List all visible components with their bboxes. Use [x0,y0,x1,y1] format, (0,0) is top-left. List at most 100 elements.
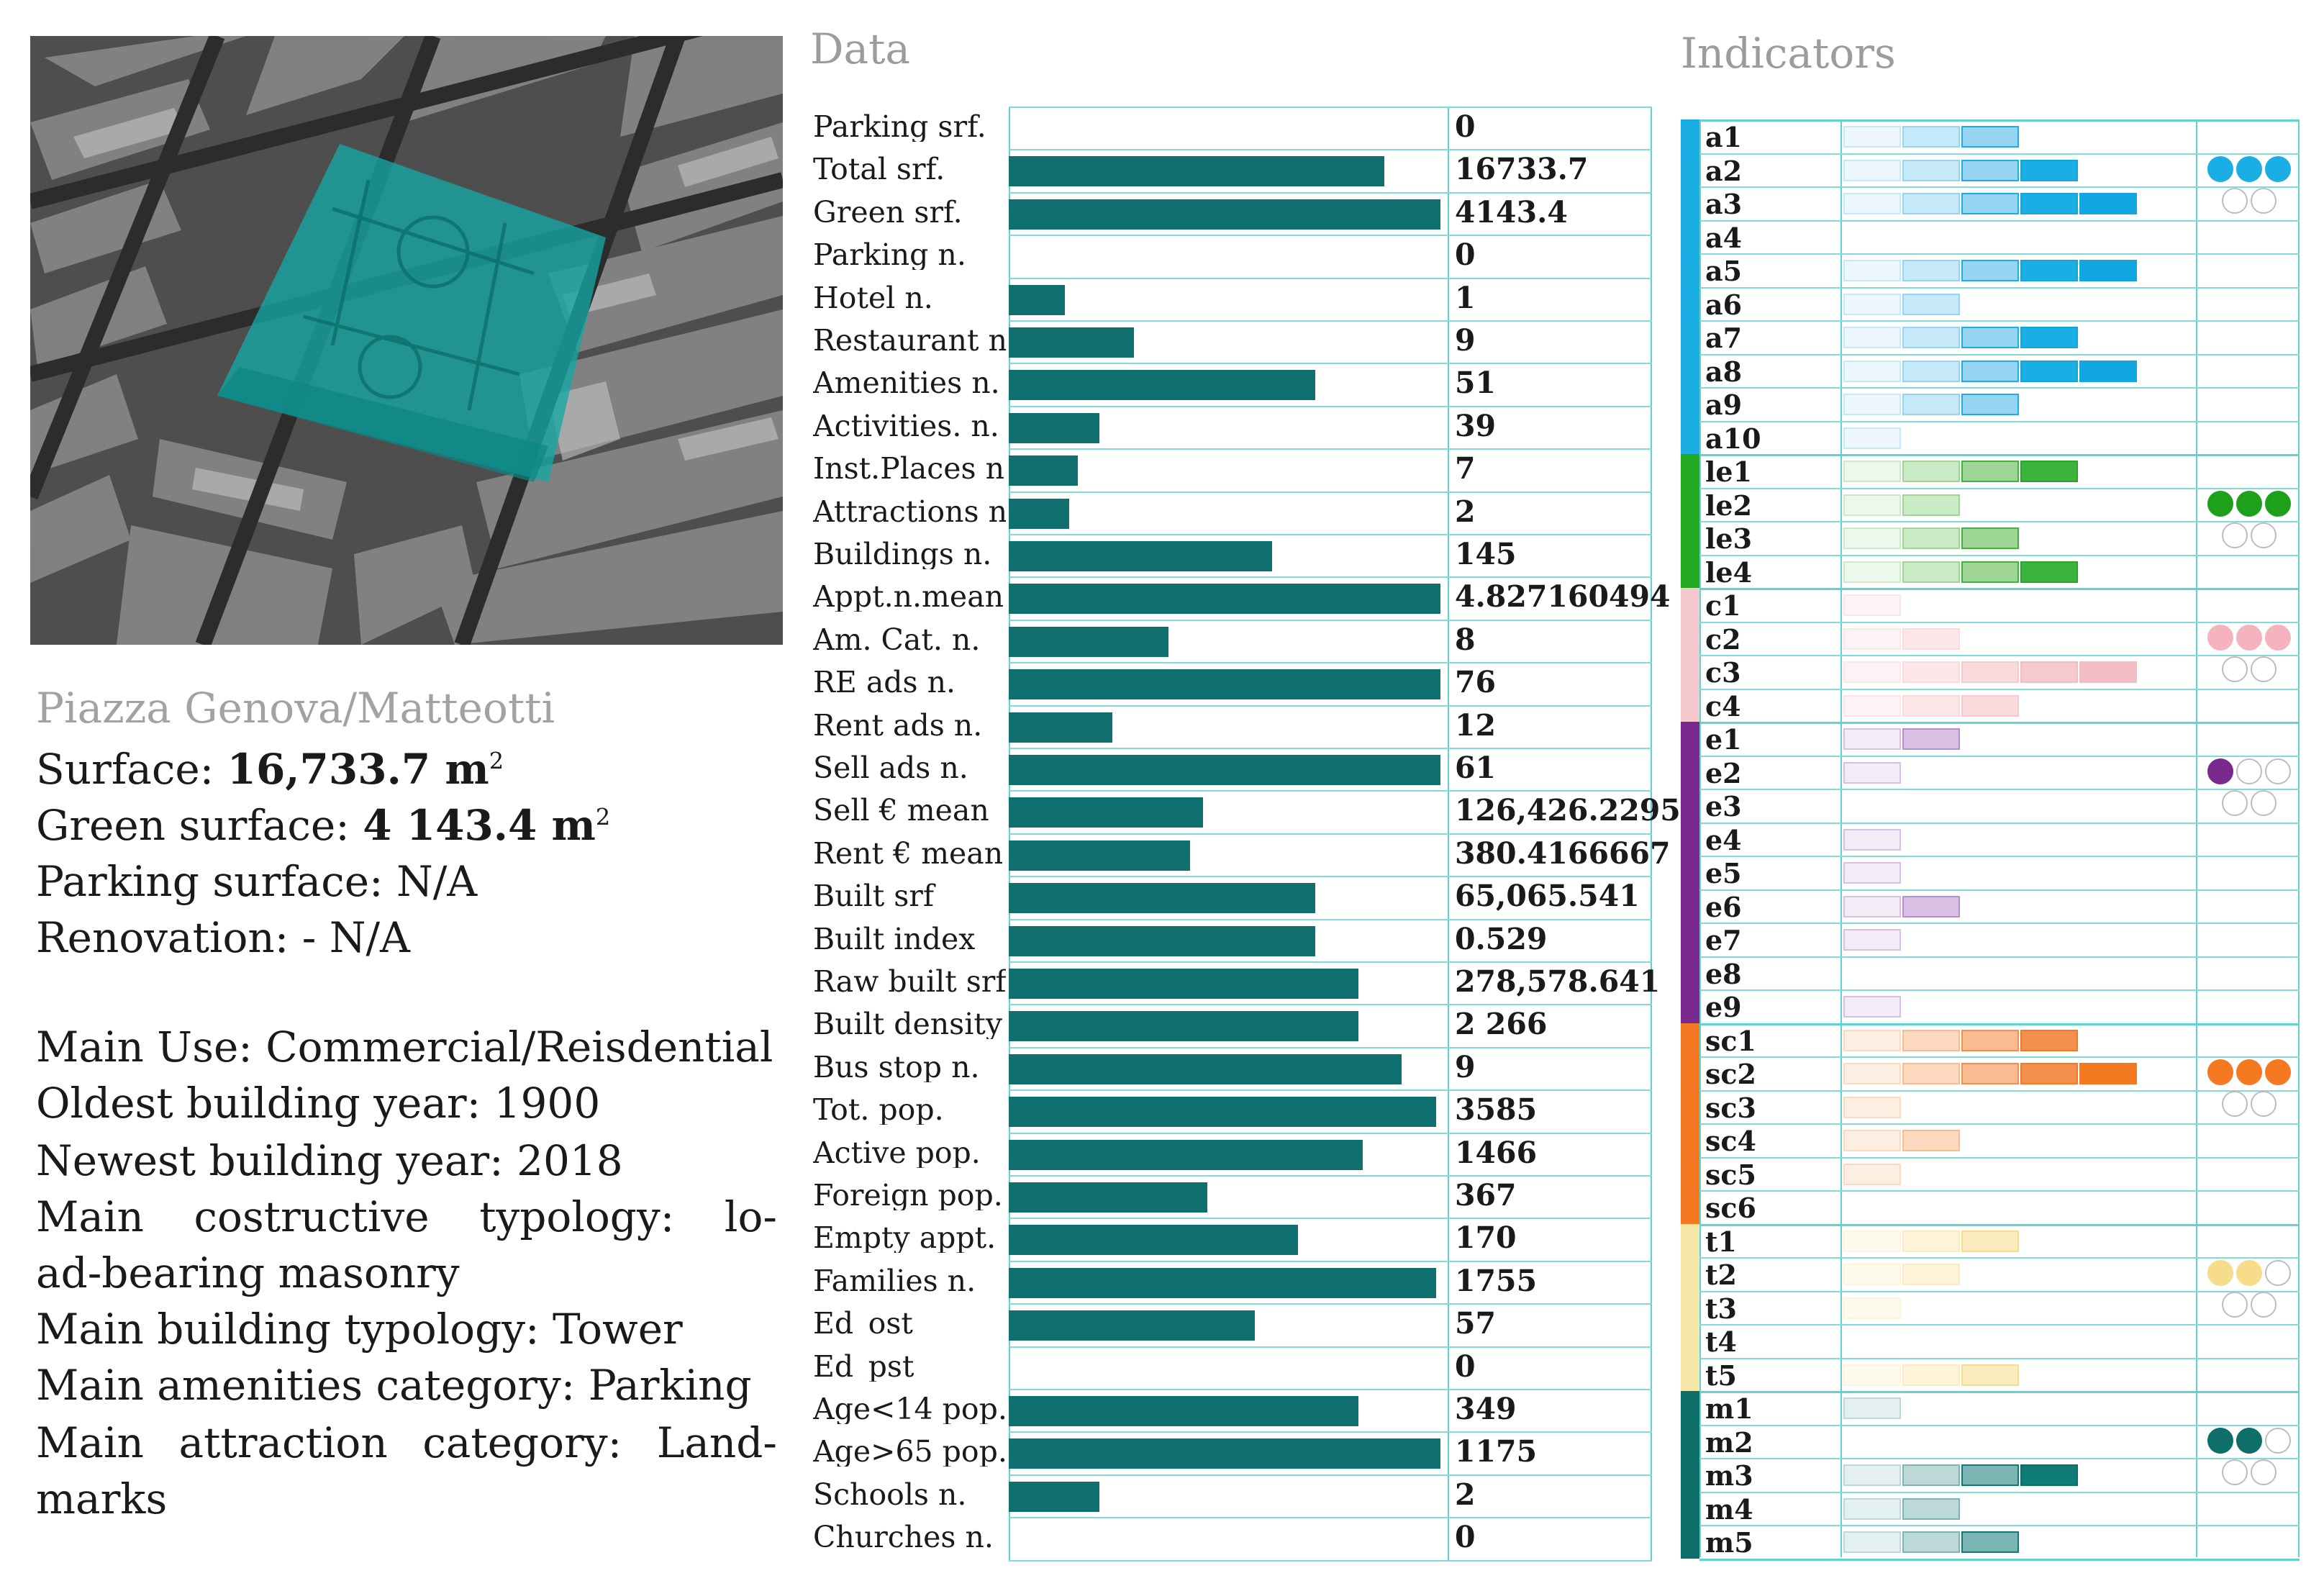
indicator-rating-dot [2265,1428,2291,1454]
data-grid-hline [1009,235,1652,236]
indicator-label: t2 [1705,1259,1737,1291]
indicator-level-cell [2020,1464,2078,1486]
data-row-value: 0 [1455,1349,1476,1384]
indicator-level-cell [1843,494,1901,516]
indicator-empty-dot [2222,1459,2248,1485]
indicator-group-color-bar [1681,588,1699,722]
indicator-group-divider [1699,1391,2300,1393]
indicator-label: t5 [1705,1359,1737,1392]
constructive-typology-line: Main costructive typology: lo- [36,1196,777,1241]
data-row-value: 2 [1455,1477,1476,1512]
data-grid-hline [1009,1431,1652,1433]
indicator-level-cell [1843,561,1901,583]
indicator-level-cell [1902,1063,1960,1084]
indicator-level-cell [2020,327,2078,348]
data-row-label: RE ads n. [813,668,956,697]
data-bar [1009,627,1168,657]
data-row-label: Age>65 pop. [813,1437,1006,1467]
indicator-level-cell [1902,361,1960,382]
data-grid-hline [1009,748,1652,749]
data-row-label: Green srf. [813,198,963,227]
indicator-level-cell [1902,1464,1960,1486]
indicator-group-color-bar [1681,119,1699,454]
data-row-value: 0.529 [1455,922,1548,956]
indicator-level-cell [1843,896,1901,917]
data-row-label: Empty appt. [813,1223,997,1253]
indicator-level-cell [1961,661,2019,683]
data-bar [1009,327,1134,358]
data-row-label: Sell € mean [813,796,989,825]
aerial-photo [22,0,785,648]
indicator-empty-dot [2251,522,2277,548]
indicator-level-cell [1843,996,1901,1018]
indicator-rating-dot [2265,1059,2291,1085]
indicator-label: sc4 [1705,1125,1756,1157]
main-use-line: Main Use: Commercial/Reisdential [36,1023,773,1071]
indicator-level-cell [1902,461,1960,482]
indicator-label: a10 [1705,422,1761,455]
data-row-value: 8 [1455,622,1476,657]
data-row-label: Ed_pst [813,1352,914,1382]
place-title: Piazza Genova/Matteotti [36,684,555,733]
indicator-group-divider [1699,119,2300,122]
indicator-level-cell [1843,1397,1901,1419]
indicator-empty-dot [2251,1091,2277,1117]
indicator-label: m1 [1705,1392,1753,1425]
indicator-level-cell [1843,628,1901,650]
data-row-value: 1 [1455,281,1476,315]
indicator-label: c4 [1705,690,1741,722]
indicator-level-cell [1843,160,1901,181]
indicator-group-color-bar [1681,722,1699,1023]
indicator-rating-dot [2207,1428,2233,1454]
indicator-level-cell [1843,728,1901,750]
indicator-label: e2 [1705,757,1742,789]
data-row-value: 57 [1455,1306,1497,1341]
indicator-level-cell [1902,661,1960,683]
indicator-rating-dot [2236,156,2262,182]
indicator-grid-hline [1699,555,2300,556]
indicator-grid-vline [2298,119,2300,1557]
indicator-grid-hline [1699,287,2300,289]
indicator-level-cell [2020,1063,2078,1084]
indicator-level-cell [1961,561,2019,583]
indicator-empty-dot [2222,656,2248,682]
data-grid-hline [1009,1133,1652,1134]
indicator-rating-dot [2265,625,2291,651]
indicator-level-cell [1843,1130,1901,1151]
data-bar [1009,1054,1402,1084]
data-row-label: Total srf. [813,155,945,184]
data-row-value: 9 [1455,1050,1476,1084]
indicator-level-cell [1843,1364,1901,1386]
indicator-rating-dot [2207,491,2233,517]
data-grid-hline [1009,790,1652,792]
parking-surface-line: Parking surface: N/A [36,857,478,906]
indicator-rating-dot [2207,625,2233,651]
indicator-level-cell [1843,1297,1901,1319]
indicator-empty-dot [2251,1292,2277,1318]
data-row-label: Built srf [813,882,935,911]
data-grid-hline [1009,107,1652,108]
data-row-value: 2 266 [1455,1007,1548,1041]
indicator-empty-dot [2251,1459,2277,1485]
indicator-label: sc3 [1705,1092,1756,1124]
indicator-level-cell [1902,160,1960,181]
data-grid-hline [1009,320,1652,322]
indicator-level-cell [1902,494,1960,516]
data-row-label: Am. Cat. n. [813,625,981,655]
indicator-label: a2 [1705,155,1743,187]
indicator-label: le1 [1705,456,1753,488]
indicator-level-cell [2079,260,2137,281]
data-row-value: 12 [1455,708,1497,743]
data-row-label: Built index [813,925,976,954]
data-grid-hline [1009,149,1652,150]
indicator-level-cell [1843,193,1901,214]
indicator-label: m2 [1705,1426,1753,1459]
indicator-level-cell [1961,160,2019,181]
constructive-typology-line-2: ad-bearing masonry [36,1249,460,1297]
data-bar [1009,1482,1099,1512]
indicator-level-cell [1843,929,1901,951]
indicator-level-cell [1843,695,1901,717]
indicators-heading: Indicators [1681,29,1896,78]
indicator-group-divider [1699,454,2300,456]
indicator-rating-dot [2236,1059,2262,1085]
